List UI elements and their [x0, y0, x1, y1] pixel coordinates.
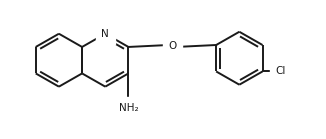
Text: NH₂: NH₂: [119, 103, 138, 113]
Text: O: O: [168, 41, 176, 51]
Text: N: N: [101, 29, 109, 39]
Text: Cl: Cl: [275, 66, 286, 76]
